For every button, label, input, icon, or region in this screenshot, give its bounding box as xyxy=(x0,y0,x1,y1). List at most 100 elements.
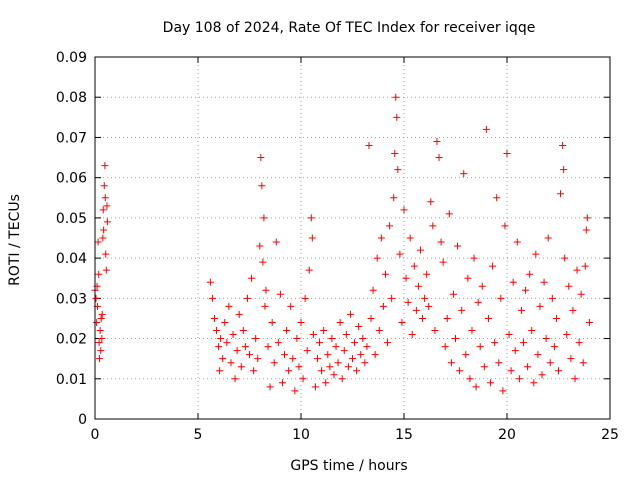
data-point xyxy=(257,154,265,162)
data-point xyxy=(379,302,387,310)
data-point xyxy=(421,294,429,302)
data-point xyxy=(412,306,420,314)
data-point xyxy=(94,238,102,246)
data-point xyxy=(99,206,107,214)
data-point xyxy=(365,141,373,149)
data-point xyxy=(561,254,569,262)
data-point xyxy=(484,314,492,322)
data-point xyxy=(334,359,342,367)
data-point xyxy=(519,339,527,347)
data-point xyxy=(320,327,328,335)
data-point xyxy=(98,310,106,318)
data-point xyxy=(309,331,317,339)
data-point xyxy=(97,314,105,322)
data-point xyxy=(99,234,107,242)
data-point xyxy=(100,182,108,190)
data-point xyxy=(216,367,224,375)
data-point xyxy=(443,314,451,322)
data-point xyxy=(363,343,371,351)
data-point xyxy=(452,335,459,343)
data-point xyxy=(501,222,509,230)
data-point xyxy=(340,347,348,355)
data-point xyxy=(532,250,540,258)
data-point xyxy=(470,254,478,262)
data-point xyxy=(369,286,377,294)
data-point xyxy=(563,331,571,339)
data-point xyxy=(585,318,593,326)
data-point xyxy=(332,343,340,351)
data-point xyxy=(393,113,401,121)
data-point xyxy=(569,306,577,314)
data-point xyxy=(546,359,554,367)
data-point xyxy=(579,359,587,367)
data-point xyxy=(493,194,501,202)
data-point xyxy=(328,335,336,343)
data-point xyxy=(388,294,396,302)
data-point xyxy=(497,294,505,302)
data-point xyxy=(375,327,383,335)
data-point xyxy=(215,343,223,351)
data-point xyxy=(565,282,573,290)
grid xyxy=(95,57,610,419)
data-point xyxy=(103,218,111,226)
data-point xyxy=(513,238,521,246)
data-point xyxy=(357,351,365,359)
data-point xyxy=(353,367,361,375)
data-point xyxy=(235,310,243,318)
y-tick-label: 0.09 xyxy=(56,50,87,66)
data-point xyxy=(93,318,101,326)
data-point xyxy=(445,210,453,218)
data-point xyxy=(474,298,482,306)
data-point xyxy=(303,347,311,355)
data-point xyxy=(489,262,497,270)
data-point xyxy=(575,339,583,347)
data-point xyxy=(536,302,544,310)
data-point xyxy=(524,363,532,371)
data-point xyxy=(396,250,404,258)
data-point xyxy=(283,327,291,335)
data-point xyxy=(213,327,221,335)
data-point xyxy=(313,355,321,363)
y-tick-label: 0.04 xyxy=(56,251,87,267)
data-point xyxy=(254,355,262,363)
data-point xyxy=(437,238,445,246)
data-point xyxy=(351,339,359,347)
data-point xyxy=(289,355,297,363)
x-tick-label: 5 xyxy=(194,427,203,443)
data-point xyxy=(95,270,103,278)
data-point xyxy=(567,355,575,363)
data-point xyxy=(552,314,560,322)
data-point xyxy=(227,359,235,367)
data-point xyxy=(511,347,519,355)
data-point xyxy=(582,226,590,234)
data-point xyxy=(264,343,272,351)
x-tick-label: 20 xyxy=(498,427,516,443)
data-point xyxy=(96,355,104,363)
data-point xyxy=(233,347,241,355)
data-point xyxy=(371,351,379,359)
data-point xyxy=(560,166,568,174)
data-point xyxy=(326,363,334,371)
data-point xyxy=(429,222,437,230)
data-point xyxy=(100,226,108,234)
data-point xyxy=(266,383,274,391)
data-point xyxy=(392,93,400,101)
data-point xyxy=(241,343,249,351)
data-point xyxy=(261,302,269,310)
data-point xyxy=(439,258,447,266)
data-point xyxy=(373,254,381,262)
data-point xyxy=(98,335,106,343)
data-point xyxy=(538,371,546,379)
data-point xyxy=(581,262,589,270)
data-point xyxy=(544,234,552,242)
y-axis-label: ROTI / TECUs xyxy=(7,194,23,286)
data-point xyxy=(423,270,431,278)
chart-title: Day 108 of 2024, Rate Of TEC Index for r… xyxy=(163,20,536,36)
data-point xyxy=(342,331,350,339)
data-point xyxy=(449,290,457,298)
data-point xyxy=(548,294,556,302)
data-point xyxy=(297,318,305,326)
data-point xyxy=(229,331,237,339)
data-point xyxy=(464,274,472,282)
data-point xyxy=(573,266,581,274)
